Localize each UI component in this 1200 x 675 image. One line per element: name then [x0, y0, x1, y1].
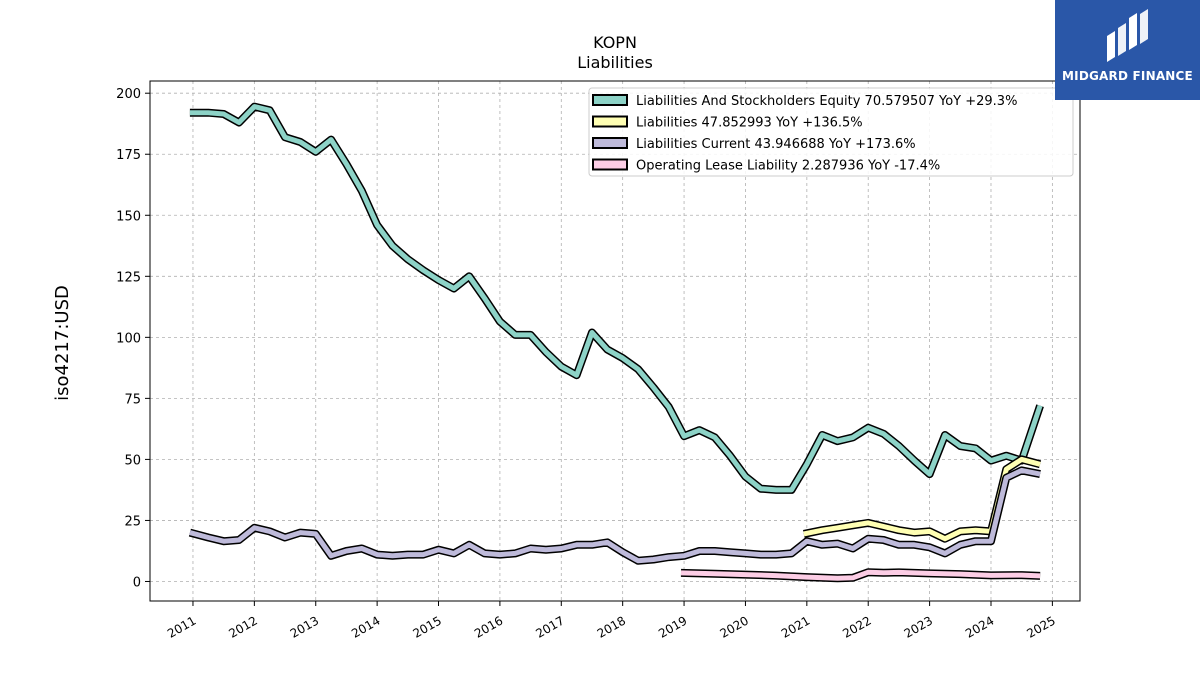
x-tick-label: 2025 [1024, 613, 1057, 640]
x-tick-label: 2012 [226, 613, 259, 640]
y-tick-label: 175 [116, 148, 141, 163]
x-tick-label: 2014 [349, 613, 382, 640]
y-tick-label: 200 [116, 87, 141, 102]
legend-box [588, 87, 1074, 177]
x-tick-label: 2013 [288, 613, 321, 640]
series-layer [188, 102, 1044, 583]
series-line [680, 569, 1041, 581]
series-line [189, 104, 1043, 493]
y-tick-label: 25 [124, 514, 141, 529]
x-tick-label: 2018 [595, 613, 628, 640]
series-2 [188, 466, 1041, 565]
y-tick-label: 75 [124, 392, 141, 407]
x-tick-label: 2019 [656, 613, 689, 640]
x-tick-label: 2021 [779, 613, 812, 640]
legend: Liabilities And Stockholders Equity 70.5… [588, 87, 1074, 177]
legend-entry: Liabilities 47.852993 YoY +136.5% [636, 116, 863, 131]
x-tick-label: 2023 [902, 613, 935, 640]
legend-swatch [592, 115, 628, 128]
y-tick-label: 50 [124, 453, 141, 468]
series-0 [189, 102, 1044, 494]
chart-subtitle: Liabilities [577, 53, 653, 72]
x-axis: 2011 2012 2013 2014 2015 2016 2017 2018 2019 2020… [165, 601, 1058, 641]
series-3 [680, 568, 1041, 583]
chart-title: KOPN [593, 33, 637, 52]
legend-entry: Liabilities And Stockholders Equity 70.5… [636, 94, 1017, 109]
y-axis: 0 25 50 75 100 125 150 175 200 [116, 87, 150, 590]
x-tick-label: 2020 [717, 613, 750, 640]
legend-entry: Liabilities Current 43.946688 YoY +173.6… [636, 137, 916, 152]
brand-logo: MIDGARD FINANCE [1055, 0, 1200, 100]
legend-entry: Operating Lease Liability 2.287936 YoY -… [636, 159, 940, 174]
y-tick-label: 125 [116, 270, 141, 285]
x-tick-label: 2017 [533, 613, 566, 640]
legend-swatch [592, 137, 628, 149]
plot-area-frame [149, 80, 1081, 602]
y-axis-label: iso4217:USD [52, 285, 73, 401]
x-tick-label: 2016 [472, 613, 505, 640]
x-tick-label: 2011 [165, 613, 198, 640]
x-tick-label: 2022 [840, 613, 873, 640]
x-tick-label: 2015 [411, 613, 444, 640]
series-line [189, 467, 1041, 564]
y-tick-label: 100 [116, 331, 141, 346]
legend-swatch [592, 158, 628, 171]
logo-mark-icon [1107, 9, 1148, 62]
y-tick-label: 0 [133, 575, 141, 590]
y-tick-label: 150 [116, 209, 141, 224]
logo-text: MIDGARD FINANCE [1062, 69, 1193, 83]
legend-swatch [592, 94, 628, 106]
x-tick-label: 2024 [963, 613, 996, 640]
